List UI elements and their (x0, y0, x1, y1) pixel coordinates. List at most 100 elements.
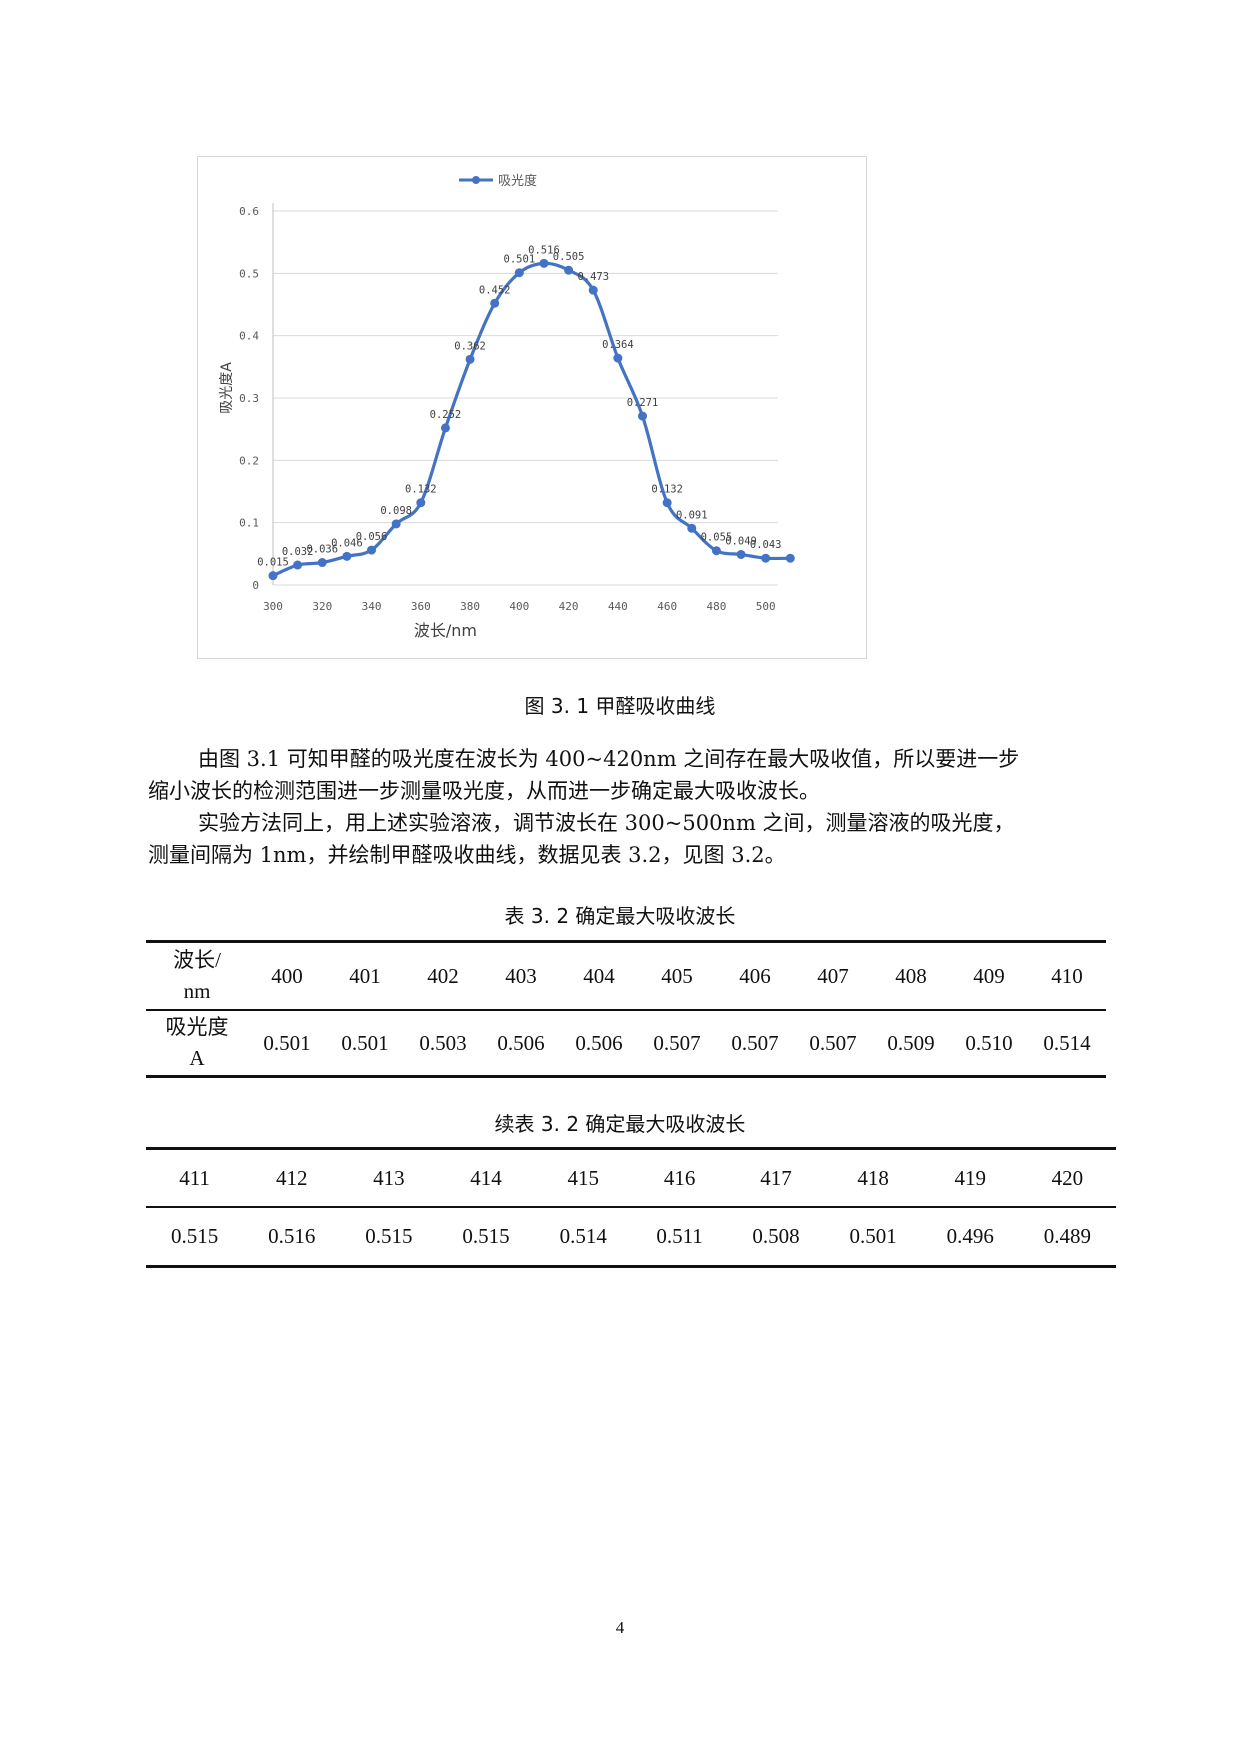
data-label: 0.098 (380, 505, 412, 517)
table-row-absorbance: 吸光度 A 0.501 0.501 0.503 0.506 0.506 0.507… (146, 1010, 1106, 1077)
data-label: 0.364 (602, 339, 634, 351)
cell-absorbance: 0.514 (559, 1224, 607, 1248)
x-tick-label: 320 (312, 600, 332, 613)
y-axis-title: 吸光度A (219, 362, 235, 414)
data-label: 0.036 (306, 544, 338, 556)
y-tick-label: 0 (252, 579, 259, 592)
data-label: 0.516 (528, 244, 560, 256)
x-tick-label: 440 (608, 600, 628, 613)
cell-wavelength: 418 (824, 1148, 922, 1208)
data-point (613, 353, 623, 363)
cell-absorbance: 0.507 (809, 1030, 857, 1055)
data-label: 0.362 (454, 340, 486, 352)
cell-absorbance: 0.510 (965, 1030, 1013, 1055)
data-point (391, 519, 401, 529)
paragraph-1: 由图 3.1 可知甲醛的吸光度在波长为 400~420nm 之间存在最大吸收值，… (148, 743, 1118, 807)
y-tick-label: 0.4 (239, 330, 259, 343)
x-tick-label: 360 (411, 600, 431, 613)
cell-absorbance: 0.496 (946, 1224, 994, 1248)
data-point (761, 553, 771, 563)
cell-wavelength: 410 (1028, 941, 1106, 1011)
cell-wavelength: 409 (950, 941, 1028, 1011)
data-point (662, 498, 672, 508)
paragraph-2: 实验方法同上，用上述实验溶液，调节波长在 300~500nm 之间，测量溶液的吸… (148, 807, 1118, 871)
data-point (785, 553, 795, 563)
data-label: 0.056 (356, 531, 388, 543)
cell-absorbance: 0.501 (263, 1030, 311, 1055)
cell-absorbance: 0.501 (849, 1224, 897, 1248)
page-number: 4 (615, 1618, 625, 1637)
data-point (465, 354, 475, 364)
cell-wavelength: 414 (437, 1148, 535, 1208)
data-point (736, 549, 746, 559)
data-label: 0.252 (430, 409, 462, 421)
cell-absorbance: 0.516 (268, 1224, 316, 1248)
cell-wavelength: 417 (727, 1148, 825, 1208)
data-label: 0.452 (479, 284, 511, 296)
cell-absorbance: 0.515 (365, 1224, 413, 1248)
y-tick-label: 0.6 (239, 205, 259, 218)
data-point (711, 546, 721, 556)
data-label: 0.032 (282, 546, 314, 558)
x-tick-label: 400 (509, 600, 529, 613)
data-point (539, 258, 549, 268)
data-label: 0.132 (405, 484, 437, 496)
cell-wavelength: 405 (638, 941, 716, 1011)
x-tick-label: 300 (263, 600, 283, 613)
paragraph-1-line-2: 缩小波长的检测范围进一步测量吸光度，从而进一步确定最大吸收波长。 (148, 779, 820, 803)
paragraph-1-line-1: 由图 3.1 可知甲醛的吸光度在波长为 400~420nm 之间存在最大吸收值，… (198, 747, 1020, 771)
chart-frame: 0 0.1 0.2 0.3 0.4 0.5 0.6 300 320 340 360 380 400 420… (197, 156, 867, 659)
header-wavelength: 波长/nm (146, 941, 248, 1011)
x-tick-label: 340 (362, 600, 382, 613)
data-label: 0.049 (725, 535, 757, 547)
data-point (588, 285, 598, 295)
cell-absorbance: 0.509 (887, 1030, 935, 1055)
cell-absorbance: 0.514 (1043, 1030, 1091, 1055)
cell-wavelength: 408 (872, 941, 950, 1011)
table-wavelength-absorbance-1: 波长/nm 400 401 402 403 404 405 406 407 40… (146, 940, 1106, 1078)
data-label: 0.505 (553, 251, 585, 263)
cell-wavelength: 402 (404, 941, 482, 1011)
x-tick-label: 480 (706, 600, 726, 613)
table-wavelength-absorbance-2: 411 412 413 414 415 416 417 418 419 420 … (146, 1147, 1116, 1268)
data-point (638, 411, 648, 421)
cell-wavelength: 415 (534, 1148, 632, 1208)
paragraph-2-line-2: 测量间隔为 1nm，并绘制甲醛吸收曲线，数据见表 3.2，见图 3.2。 (148, 843, 786, 867)
x-tick-label: 420 (559, 600, 579, 613)
y-tick-label: 0.2 (239, 454, 259, 467)
data-point (564, 265, 574, 275)
cell-absorbance: 0.507 (731, 1030, 779, 1055)
y-tick-label: 0.1 (239, 517, 259, 530)
cell-absorbance: 0.489 (1043, 1224, 1092, 1248)
x-axis-title: 波长/nm (414, 621, 477, 640)
cell-wavelength: 403 (482, 941, 560, 1011)
cell-wavelength: 413 (340, 1148, 438, 1208)
cell-wavelength: 412 (243, 1148, 341, 1208)
cell-absorbance: 0.511 (656, 1224, 703, 1248)
legend-marker (472, 176, 480, 184)
cell-wavelength: 420 (1018, 1148, 1116, 1208)
absorbance-line-chart: 0 0.1 0.2 0.3 0.4 0.5 0.6 300 320 340 360 380 400 420… (219, 173, 795, 640)
x-tick-label: 460 (657, 600, 677, 613)
cell-wavelength: 400 (248, 941, 326, 1011)
cell-wavelength: 401 (326, 941, 404, 1011)
data-label: 0.091 (676, 509, 708, 521)
data-label: 0.015 (257, 557, 289, 569)
data-point (490, 298, 500, 308)
data-point (440, 423, 450, 433)
x-tick-label: 500 (756, 600, 776, 613)
data-point (293, 560, 303, 570)
cell-wavelength: 404 (560, 941, 638, 1011)
cell-wavelength: 406 (716, 941, 794, 1011)
table-2-caption: 续表 3. 2 确定最大吸收波长 (494, 1112, 746, 1136)
cell-absorbance: 0.515 (462, 1224, 510, 1248)
figure-caption: 图 3. 1 甲醛吸收曲线 (524, 694, 716, 718)
cell-absorbance: 0.507 (653, 1030, 701, 1055)
data-point (342, 551, 352, 561)
x-tick-label: 380 (460, 600, 480, 613)
data-label: 0.473 (577, 271, 609, 283)
data-label: 0.055 (701, 532, 733, 544)
data-label: 0.501 (504, 254, 536, 266)
y-tick-label: 0.3 (239, 392, 259, 405)
data-label: 0.043 (750, 539, 782, 551)
